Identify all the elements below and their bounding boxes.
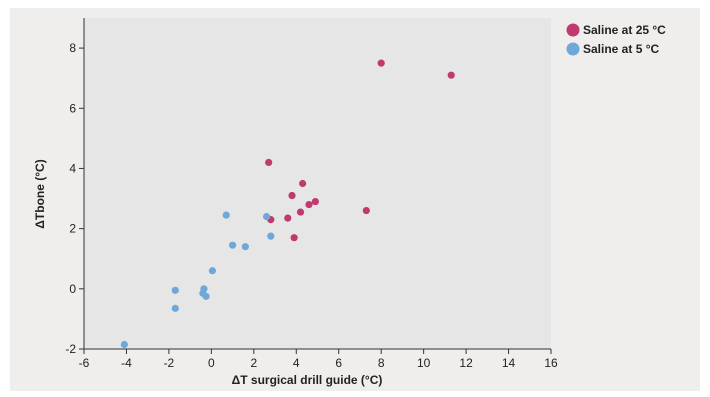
- legend-label: Saline at 25 °C: [583, 23, 666, 37]
- legend-marker: [566, 42, 580, 56]
- axes: -6 -4 -2 0 2 4 6 8 10 12 14 16 -2 0 2 4 6 8: [65, 18, 558, 370]
- x-tick-label: 12: [459, 356, 473, 370]
- x-tick-label: 4: [293, 356, 300, 370]
- x-tick-label: 6: [335, 356, 342, 370]
- y-tick-label: 6: [69, 101, 76, 115]
- legend: Saline at 25 °C Saline at 5 °C: [566, 23, 666, 56]
- data-point-saline-25: [265, 158, 273, 167]
- x-tick-label: 16: [544, 356, 558, 370]
- data-point-saline-25: [284, 214, 292, 222]
- data-points: [120, 59, 455, 349]
- plot-area: [84, 18, 551, 349]
- data-point-saline-25: [299, 179, 307, 188]
- data-point-saline-25: [311, 197, 319, 206]
- data-point-saline-5: [228, 241, 237, 249]
- data-point-saline-25: [290, 234, 298, 242]
- y-tick-label: 4: [69, 161, 76, 175]
- data-point-saline-5: [171, 304, 179, 312]
- y-tick-label: 2: [69, 222, 76, 236]
- data-point-saline-5: [267, 232, 275, 240]
- data-point-saline-5: [171, 286, 179, 294]
- data-point-saline-5: [202, 292, 210, 300]
- x-tick-label: -2: [164, 356, 175, 370]
- y-tick-label: 8: [69, 41, 76, 55]
- x-tick-label: 0: [208, 356, 215, 370]
- data-point-saline-5: [241, 243, 249, 251]
- data-point-saline-25: [362, 206, 370, 215]
- data-point-saline-25: [305, 200, 313, 209]
- legend-marker: [566, 23, 580, 37]
- data-point-saline-25: [296, 208, 305, 216]
- data-point-saline-5: [222, 211, 230, 219]
- y-axis-title: ΔTbone (°C): [33, 159, 47, 228]
- scatter-chart: -6 -4 -2 0 2 4 6 8 10 12 14 16 -2 0 2 4 6 8 Saline at 25 …: [33, 18, 666, 387]
- x-tick-label: -6: [79, 356, 90, 370]
- legend-label: Saline at 5 °C: [583, 42, 659, 56]
- x-axis-title: ΔT surgical drill guide (°C): [232, 373, 383, 387]
- data-point-saline-25: [377, 59, 385, 67]
- y-tick-label: 0: [69, 282, 76, 296]
- data-point-saline-5: [200, 285, 208, 293]
- y-tick-label: -2: [65, 342, 76, 356]
- x-tick-label: 10: [417, 356, 431, 370]
- x-tick-label: 14: [502, 356, 516, 370]
- x-tick-label: 8: [378, 356, 385, 370]
- data-point-saline-25: [447, 71, 455, 79]
- x-tick-label: -4: [121, 356, 132, 370]
- data-point-saline-5: [120, 340, 128, 349]
- chart-figure: -6 -4 -2 0 2 4 6 8 10 12 14 16 -2 0 2 4 6 8 Saline at 25 …: [10, 8, 700, 391]
- x-tick-label: 2: [250, 356, 257, 370]
- data-point-saline-25: [288, 191, 296, 200]
- data-point-saline-5: [208, 267, 217, 275]
- data-point-saline-5: [262, 213, 271, 221]
